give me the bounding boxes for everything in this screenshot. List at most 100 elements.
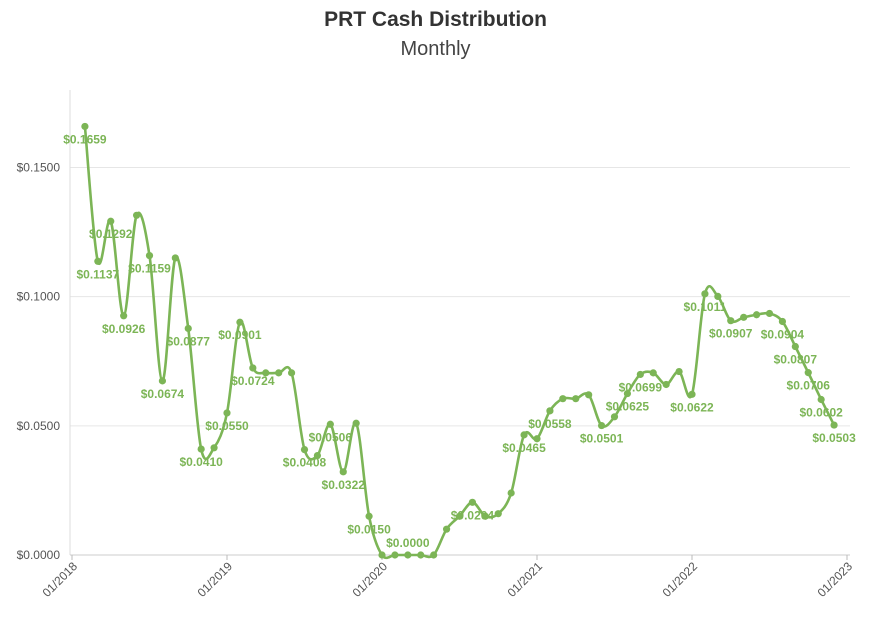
axes bbox=[69, 90, 850, 556]
data-label: $0.0699 bbox=[619, 380, 663, 394]
data-point bbox=[417, 551, 425, 559]
data-label: $0.0907 bbox=[709, 327, 753, 341]
data-label: $0.0410 bbox=[179, 455, 223, 469]
data-point bbox=[300, 446, 309, 454]
data-label: $0.1292 bbox=[89, 227, 133, 241]
data-point bbox=[520, 431, 528, 439]
data-point bbox=[636, 370, 644, 379]
data-point bbox=[326, 420, 334, 428]
data-point bbox=[481, 512, 489, 520]
data-label: $0.0807 bbox=[774, 353, 818, 367]
data-point bbox=[120, 312, 128, 320]
data-point bbox=[197, 445, 205, 453]
data-labels: $0.1659 $0.1137 $0.1292 $0.0926 $0.1159 $0.06… bbox=[63, 132, 856, 550]
data-label: $0.0706 bbox=[787, 379, 831, 393]
y-tick-label: $0.1000 bbox=[17, 290, 61, 304]
data-label: $0.0408 bbox=[283, 456, 327, 470]
data-point bbox=[494, 510, 502, 518]
data-point bbox=[81, 122, 89, 131]
data-point bbox=[585, 391, 593, 399]
x-tick-label: 01/2022 bbox=[660, 559, 701, 600]
data-point bbox=[339, 468, 347, 476]
data-point bbox=[171, 254, 179, 262]
data-point bbox=[597, 421, 606, 430]
data-point bbox=[455, 512, 464, 520]
data-label: $0.0322 bbox=[322, 478, 366, 492]
data-point bbox=[442, 525, 451, 533]
data-point bbox=[533, 435, 541, 443]
gridlines bbox=[70, 167, 850, 556]
y-tick-label: $0.0500 bbox=[17, 419, 61, 433]
data-label: $0.0150 bbox=[347, 522, 391, 536]
data-label: $0.0506 bbox=[309, 430, 353, 444]
x-axis-ticks: 01/2018 01/2019 01/2020 01/2021 01/2022 01/20… bbox=[40, 555, 856, 600]
data-point bbox=[559, 395, 567, 403]
data-label: $0.0000 bbox=[386, 536, 430, 550]
data-point bbox=[430, 551, 438, 559]
x-tick-label: 01/2021 bbox=[505, 559, 546, 600]
y-tick-label: $0.0000 bbox=[17, 548, 61, 562]
data-point bbox=[287, 369, 296, 377]
data-label: $0.0674 bbox=[141, 387, 185, 401]
data-point bbox=[817, 395, 825, 404]
data-label: $0.0926 bbox=[102, 322, 146, 336]
data-label: $0.0550 bbox=[205, 419, 249, 433]
data-label: $0.0558 bbox=[528, 417, 572, 431]
data-point bbox=[352, 419, 360, 427]
x-tick-label: 01/2020 bbox=[350, 559, 391, 600]
x-tick-label: 01/2018 bbox=[40, 559, 81, 600]
data-point bbox=[572, 395, 580, 403]
y-tick-label: $0.1500 bbox=[17, 161, 61, 175]
data-point bbox=[765, 309, 774, 318]
data-point bbox=[145, 251, 154, 260]
data-label: $0.1011 bbox=[684, 300, 727, 314]
data-label: $0.1137 bbox=[76, 267, 119, 281]
data-label: $0.0904 bbox=[761, 327, 805, 341]
data-label: $0.0501 bbox=[580, 432, 624, 446]
data-point bbox=[275, 369, 283, 377]
data-point bbox=[313, 451, 322, 460]
data-point bbox=[701, 290, 709, 298]
chart-subtitle: Monthly bbox=[400, 38, 471, 60]
data-point bbox=[468, 498, 477, 506]
data-label: $0.1659 bbox=[63, 132, 107, 146]
data-point bbox=[791, 342, 799, 351]
data-point bbox=[94, 257, 102, 265]
data-label: $0.0204 bbox=[451, 508, 495, 522]
data-label: $0.0877 bbox=[167, 334, 211, 348]
data-point bbox=[610, 413, 619, 421]
data-point bbox=[740, 313, 748, 321]
data-point bbox=[623, 389, 632, 398]
data-point bbox=[804, 369, 812, 377]
data-point bbox=[649, 369, 657, 377]
data-point bbox=[727, 317, 735, 325]
data-point bbox=[378, 551, 386, 559]
data-point bbox=[262, 369, 270, 377]
data-point bbox=[107, 217, 115, 225]
data-point bbox=[236, 318, 244, 326]
data-point bbox=[404, 551, 412, 559]
series-layer bbox=[81, 122, 838, 560]
data-point bbox=[223, 409, 231, 417]
data-label: $0.0625 bbox=[606, 400, 650, 414]
data-label: $0.0724 bbox=[231, 374, 275, 388]
x-tick-label: 01/2023 bbox=[815, 559, 856, 600]
data-point bbox=[830, 421, 838, 429]
data-point bbox=[752, 311, 761, 319]
data-point bbox=[507, 489, 515, 497]
data-point bbox=[210, 444, 218, 452]
x-tick-label: 01/2019 bbox=[195, 559, 236, 600]
data-label: $0.0901 bbox=[218, 328, 262, 342]
data-point bbox=[714, 292, 722, 301]
data-point bbox=[249, 364, 257, 372]
data-point bbox=[546, 407, 554, 415]
data-label: $0.0602 bbox=[799, 405, 843, 419]
data-point bbox=[778, 317, 787, 326]
data-point bbox=[675, 367, 683, 376]
chart-title: PRT Cash Distribution bbox=[324, 8, 547, 31]
data-point bbox=[132, 211, 141, 219]
data-point bbox=[662, 380, 670, 389]
data-label: $0.0503 bbox=[812, 431, 856, 445]
